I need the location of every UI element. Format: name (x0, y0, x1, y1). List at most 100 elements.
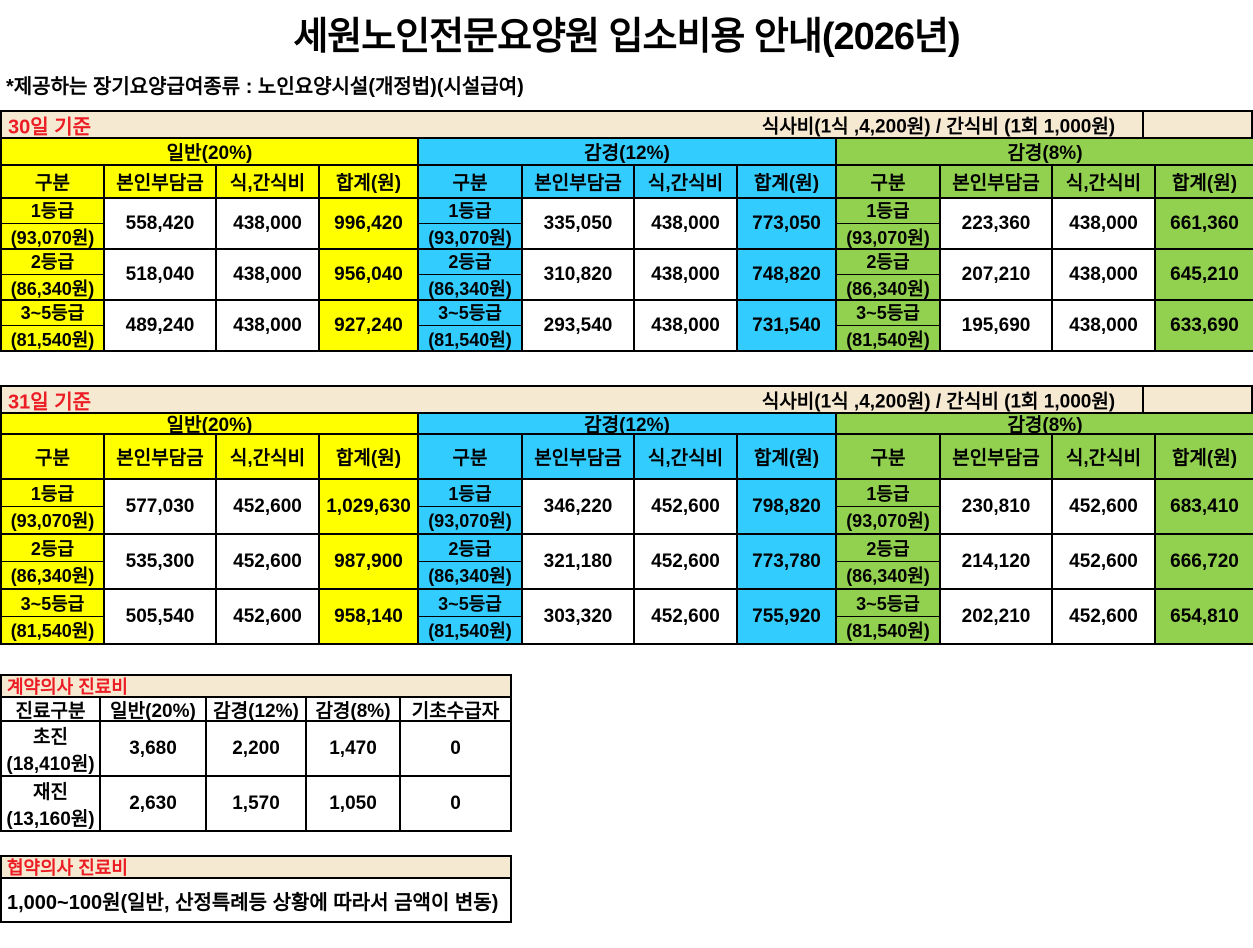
fee-cell: 1,570 (207, 777, 307, 832)
contract-doctor-fee-table: 진료구분 일반(20%) 감경(12%) 감경(8%) 기초수급자 초진 (18… (0, 696, 512, 832)
column-header: 합계(원) (1156, 435, 1253, 480)
period-label-31day: 31일 기준 (8, 391, 92, 413)
cost-table-31day: 일반(20%) 감경(12%) 감경(8%) 구분 본인부담금 식,간식비 합계(원) 구분 본… (0, 412, 1253, 645)
grade-daily-amount: (93,070원) (846, 228, 930, 248)
meal-snack-cell: 452,600 (1053, 480, 1156, 535)
total-cell: 1,029,630 (320, 480, 419, 535)
self-payment-cell: 207,210 (941, 250, 1053, 301)
partner-doctor-fee-note: 1,000~100원(일반, 산정특례등 상황에 따라서 금액이 변동) (0, 877, 512, 923)
column-header: 감경(12%) (207, 698, 307, 722)
self-payment-cell: 230,810 (941, 480, 1053, 535)
column-header: 식,간식비 (1053, 435, 1156, 480)
cost-table-30day: 일반(20%) 감경(12%) 감경(8%) 구분 본인부담금 식,간식비 합계(원) 구분 본… (0, 137, 1253, 352)
visit-type-base-fee: (18,410원) (6, 753, 95, 775)
grade-daily-amount: (81,540원) (846, 621, 930, 641)
partner-doctor-fee-title: 협약의사 진료비 (0, 855, 512, 878)
total-cell: 773,050 (738, 199, 837, 250)
band-divider (1142, 387, 1144, 412)
column-header: 본인부담금 (523, 435, 635, 480)
total-cell: 773,780 (738, 535, 837, 590)
fee-cell: 0 (401, 777, 512, 832)
grade-label: 3~5등급 (2, 590, 103, 617)
column-header: 구분 (419, 166, 523, 199)
column-header: 진료구분 (2, 698, 101, 722)
column-header: 본인부담금 (941, 435, 1053, 480)
self-payment-cell: 214,120 (941, 535, 1053, 590)
grade-label: 1등급 (2, 199, 103, 224)
column-header: 식,간식비 (1053, 166, 1156, 199)
visit-type-base-fee: (13,160원) (6, 808, 95, 830)
self-payment-cell: 577,030 (105, 480, 217, 535)
visit-type-label: 초진 (33, 726, 68, 748)
total-cell: 645,210 (1156, 250, 1253, 301)
fee-cell: 1,470 (307, 722, 401, 777)
grade-daily-amount: (81,540원) (10, 621, 95, 641)
column-header: 식,간식비 (635, 435, 738, 480)
column-header: 일반(20%) (101, 698, 207, 722)
grade-cell: 2등급 (86,340원) (837, 535, 941, 590)
grade-cell: 1등급 (93,070원) (837, 199, 941, 250)
column-header: 기초수급자 (401, 698, 512, 722)
column-header: 구분 (419, 435, 523, 480)
column-header: 본인부담금 (105, 166, 217, 199)
grade-cell: 2등급 (86,340원) (419, 535, 523, 590)
total-cell: 633,690 (1156, 301, 1253, 352)
self-payment-cell: 335,050 (523, 199, 635, 250)
grade-daily-amount: (81,540원) (10, 330, 95, 350)
column-header: 본인부담금 (941, 166, 1053, 199)
grade-cell: 2등급 (86,340원) (2, 535, 105, 590)
grade-daily-amount: (93,070원) (428, 511, 512, 531)
grade-cell: 1등급 (93,070원) (2, 480, 105, 535)
grade-label: 3~5등급 (837, 301, 939, 326)
grade-daily-amount: (93,070원) (10, 228, 95, 248)
meal-fee-note-30day: 식사비(1식 ,4,200원) / 간식비 (1회 1,000원) (761, 116, 1116, 137)
self-payment-cell: 505,540 (105, 590, 217, 645)
grade-daily-amount: (86,340원) (10, 279, 95, 299)
column-header: 합계(원) (1156, 166, 1253, 199)
grade-cell: 3~5등급 (81,540원) (419, 590, 523, 645)
total-cell: 798,820 (738, 480, 837, 535)
grade-label: 3~5등급 (837, 590, 939, 617)
meal-snack-cell: 438,000 (1053, 250, 1156, 301)
grade-daily-amount: (93,070원) (10, 511, 95, 531)
grade-label: 2등급 (837, 535, 939, 562)
column-header: 구분 (837, 166, 941, 199)
meal-snack-cell: 438,000 (635, 250, 738, 301)
rate-group-header: 일반(20%) (2, 414, 419, 435)
grade-label: 2등급 (2, 250, 103, 275)
self-payment-cell: 293,540 (523, 301, 635, 352)
grade-daily-amount: (86,340원) (846, 566, 930, 586)
band-divider (1142, 112, 1144, 137)
meal-snack-cell: 452,600 (217, 480, 320, 535)
total-cell: 755,920 (738, 590, 837, 645)
visit-type-cell: 초진 (18,410원) (2, 722, 101, 777)
meal-snack-cell: 452,600 (217, 590, 320, 645)
grade-cell: 3~5등급 (81,540원) (837, 301, 941, 352)
total-cell: 748,820 (738, 250, 837, 301)
self-payment-cell: 303,320 (523, 590, 635, 645)
grade-label: 1등급 (2, 480, 103, 507)
meal-snack-cell: 452,600 (635, 480, 738, 535)
column-header: 본인부담금 (105, 435, 217, 480)
meal-snack-cell: 438,000 (635, 199, 738, 250)
grade-label: 1등급 (419, 199, 521, 224)
rate-group-header: 일반(20%) (2, 139, 419, 166)
meal-snack-cell: 438,000 (217, 301, 320, 352)
column-header: 본인부담금 (523, 166, 635, 199)
self-payment-cell: 321,180 (523, 535, 635, 590)
self-payment-cell: 535,300 (105, 535, 217, 590)
benefit-type-note: *제공하는 장기요양급여종류 : 노인요양시설(개정법)(시설급여) (6, 76, 524, 98)
grade-daily-amount: (86,340원) (846, 279, 930, 299)
rate-group-header: 감경(12%) (419, 139, 837, 166)
grade-label: 3~5등급 (2, 301, 103, 326)
self-payment-cell: 195,690 (941, 301, 1053, 352)
meal-snack-cell: 452,600 (1053, 590, 1156, 645)
self-payment-cell: 202,210 (941, 590, 1053, 645)
total-cell: 987,900 (320, 535, 419, 590)
column-header: 합계(원) (738, 166, 837, 199)
period-band-31day: 31일 기준 식사비(1식 ,4,200원) / 간식비 (1회 1,000원) (0, 385, 1253, 413)
meal-snack-cell: 438,000 (1053, 301, 1156, 352)
meal-snack-cell: 438,000 (217, 250, 320, 301)
total-cell: 666,720 (1156, 535, 1253, 590)
grade-label: 2등급 (837, 250, 939, 275)
